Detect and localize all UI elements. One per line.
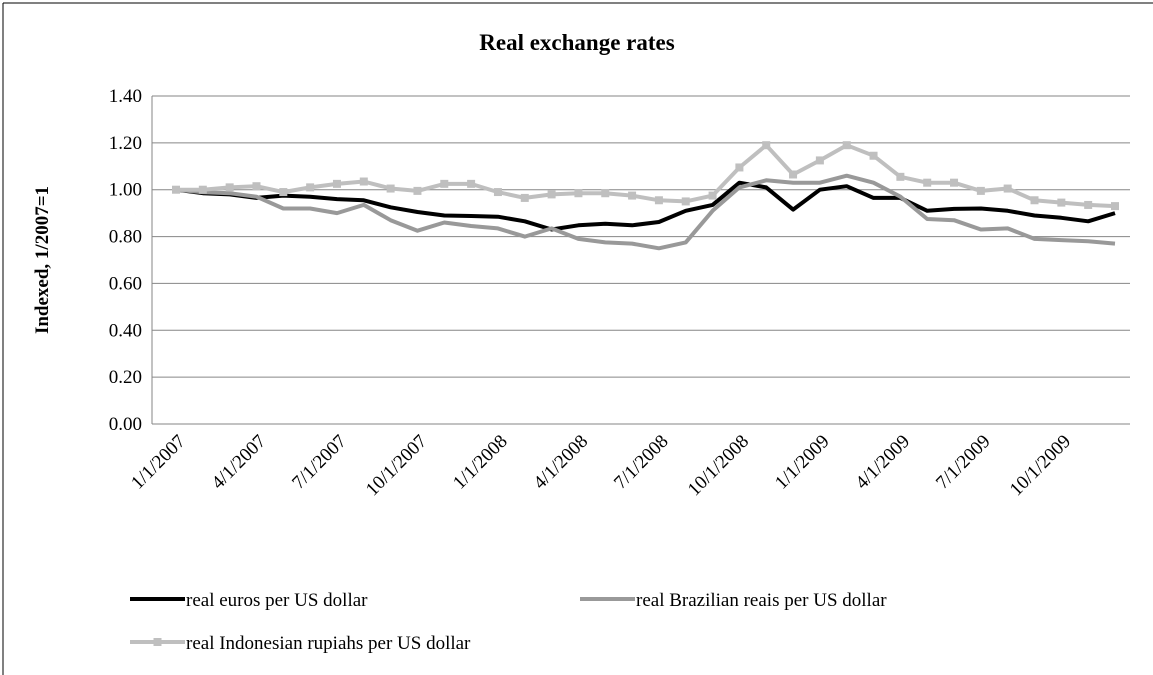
- point-marker: [1030, 196, 1039, 205]
- y-tick-label: 1.00: [109, 180, 142, 201]
- y-tick-label: 1.20: [109, 133, 142, 154]
- point-marker: [332, 179, 341, 188]
- point-marker: [386, 184, 395, 193]
- legend-label: real Indonesian rupiahs per US dollar: [186, 633, 471, 654]
- x-tick-label: 10/1/2008: [684, 431, 753, 500]
- point-marker: [252, 182, 261, 191]
- x-tick-label: 10/1/2009: [1006, 431, 1075, 500]
- x-tick-label: 10/1/2007: [362, 431, 431, 500]
- x-tick-label: 4/1/2009: [852, 431, 915, 494]
- x-tick-label: 7/1/2009: [932, 431, 995, 494]
- point-marker: [1084, 200, 1093, 209]
- x-tick-label: 1/1/2007: [127, 431, 190, 494]
- point-marker: [601, 189, 610, 198]
- point-marker: [574, 189, 583, 198]
- point-marker: [1111, 202, 1119, 211]
- point-marker: [493, 188, 502, 197]
- point-marker: [869, 151, 878, 160]
- y-axis-label: Indexed, 1/2007=1: [32, 186, 53, 334]
- point-marker: [708, 191, 717, 200]
- point-marker: [172, 185, 180, 194]
- x-tick-label: 4/1/2008: [530, 431, 593, 494]
- y-tick-label: 0.20: [109, 367, 142, 388]
- x-tick-label: 4/1/2007: [208, 431, 271, 494]
- point-marker: [950, 178, 959, 187]
- point-marker: [440, 179, 449, 188]
- y-tick-label: 0.40: [109, 320, 142, 341]
- series-line: [175, 180, 1116, 232]
- point-marker: [1057, 198, 1066, 207]
- point-marker: [789, 170, 798, 179]
- point-marker: [976, 186, 985, 195]
- point-marker: [762, 141, 771, 150]
- point-marker: [413, 186, 422, 195]
- y-tick-label: 1.40: [109, 86, 142, 107]
- point-marker: [359, 177, 368, 186]
- x-tick-label: 1/1/2009: [771, 431, 834, 494]
- x-tick-label: 1/1/2008: [449, 431, 512, 494]
- y-tick-label: 0.00: [109, 414, 142, 435]
- point-marker: [198, 185, 207, 194]
- point-marker: [681, 197, 690, 206]
- point-marker: [467, 179, 476, 188]
- point-marker: [279, 188, 288, 197]
- legend-marker: [153, 638, 162, 646]
- point-marker: [520, 193, 529, 202]
- legend-label: real euros per US dollar: [186, 590, 368, 611]
- x-tick-label: 7/1/2008: [610, 431, 673, 494]
- point-marker: [547, 190, 556, 199]
- point-marker: [306, 183, 315, 192]
- point-marker: [628, 191, 637, 200]
- legend-label: real Brazilian reais per US dollar: [636, 590, 887, 611]
- point-marker: [896, 172, 905, 181]
- point-marker: [923, 178, 932, 187]
- point-marker: [1003, 184, 1012, 193]
- series-line: [175, 173, 1116, 251]
- y-tick-label: 0.60: [109, 273, 142, 294]
- point-marker: [225, 183, 234, 192]
- point-marker: [815, 156, 824, 165]
- point-marker: [842, 141, 851, 150]
- series-line: [176, 143, 1116, 209]
- y-tick-label: 0.80: [109, 227, 142, 248]
- chart-title: Real exchange rates: [479, 30, 674, 55]
- x-tick-label: 7/1/2007: [288, 431, 351, 494]
- point-marker: [654, 196, 663, 205]
- point-marker: [735, 163, 744, 172]
